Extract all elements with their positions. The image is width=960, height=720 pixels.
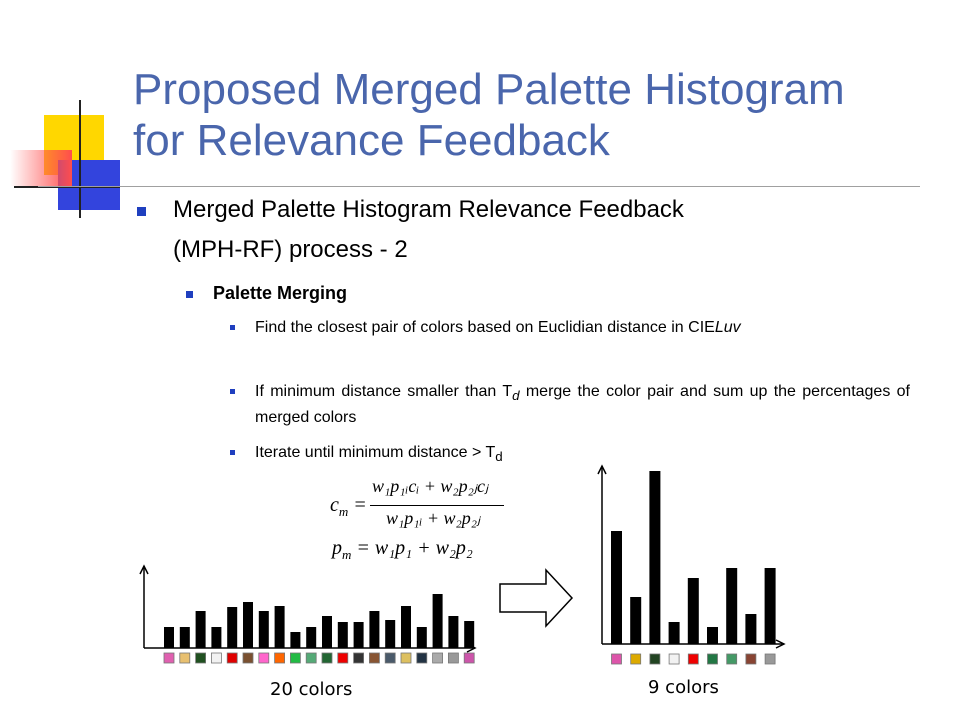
color-swatch xyxy=(242,652,254,664)
bullet-square-icon xyxy=(230,450,235,455)
histogram-bar xyxy=(649,471,661,644)
color-swatch xyxy=(258,652,270,664)
color-swatch xyxy=(305,652,317,664)
histogram-bar xyxy=(164,627,174,648)
histogram-bar xyxy=(764,568,776,644)
color-swatch xyxy=(179,652,191,664)
formula-cm-fraction-bar xyxy=(370,505,504,506)
color-swatch xyxy=(400,652,412,664)
formula-cm: cm = w₁p₁ᵢcᵢ + w₂p₂ⱼcⱼ w₁p₁ᵢ + w₂p₂ⱼ xyxy=(330,476,510,536)
histogram-bar xyxy=(306,627,317,648)
histogram-bar xyxy=(211,627,222,648)
histogram-bar xyxy=(243,602,253,648)
histogram-bar xyxy=(707,627,718,644)
bullet-l2-palette-merging: Palette Merging xyxy=(213,283,348,303)
bullet-square-icon xyxy=(230,325,235,330)
color-swatch xyxy=(289,652,301,664)
color-swatch xyxy=(195,652,206,664)
histogram-bar xyxy=(745,614,757,644)
color-swatch xyxy=(321,652,333,664)
formula-cm-numerator: w₁p₁ᵢcᵢ + w₂p₂ⱼcⱼ xyxy=(372,476,489,496)
color-swatch xyxy=(611,653,622,665)
title-line-1: Proposed Merged Palette Histogram xyxy=(133,65,845,114)
histogram-bar xyxy=(401,606,411,648)
histogram-bar xyxy=(290,632,301,648)
bullet-l3-iterate: Iterate until minimum distance > Td xyxy=(255,444,503,465)
histogram-bar xyxy=(258,611,269,648)
histogram-bar xyxy=(353,622,364,648)
histogram-9-colors xyxy=(597,464,786,665)
histogram-bar xyxy=(369,611,380,648)
histogram-bar xyxy=(726,568,738,644)
color-swatch xyxy=(226,652,238,664)
histogram-bar xyxy=(464,621,475,648)
histogram-bar xyxy=(432,594,443,648)
y-axis-arrow xyxy=(597,464,607,475)
histogram-bar xyxy=(611,531,622,644)
histogram-bar xyxy=(448,616,459,648)
histogram-bar xyxy=(227,607,238,648)
bullet-l1-line-2: (MPH-RF) process - 2 xyxy=(173,236,408,263)
bullet-square-icon xyxy=(186,291,193,298)
caption-9-colors: 9 colors xyxy=(648,677,719,698)
histogram-bar xyxy=(274,606,285,648)
histogram-bar xyxy=(630,597,642,644)
bullet-l1-line-1: Merged Palette Histogram Relevance Feedb… xyxy=(173,196,684,223)
color-swatch xyxy=(416,652,428,664)
bullet-l3-closest-pair: Find the closest pair of colors based on… xyxy=(255,319,741,336)
color-swatch xyxy=(384,652,396,664)
color-swatch xyxy=(447,652,459,664)
histogram-bar xyxy=(668,622,680,644)
color-swatch xyxy=(726,653,738,665)
caption-20-colors: 20 colors xyxy=(270,679,353,700)
histogram-bar xyxy=(195,611,206,648)
color-swatch xyxy=(687,653,699,665)
histogram-bar xyxy=(179,627,190,648)
histogram-bar xyxy=(385,620,396,648)
color-swatch xyxy=(745,653,757,665)
color-swatch xyxy=(630,653,642,665)
histogram-bar xyxy=(337,622,348,648)
formula-pm: pm = w₁p₁ + w₂p₂ xyxy=(332,537,473,562)
color-swatch xyxy=(163,652,175,664)
color-swatch xyxy=(368,652,380,664)
deco-red-bar xyxy=(10,150,72,186)
slide-title: Proposed Merged Palette Histogram for Re… xyxy=(133,64,933,166)
color-swatch xyxy=(649,653,661,665)
color-swatch xyxy=(274,652,286,664)
bullet-square-icon xyxy=(230,389,235,394)
right-arrow-icon xyxy=(499,568,574,628)
histogram-20-colors xyxy=(139,564,477,664)
color-swatch xyxy=(668,653,680,665)
histogram-bar xyxy=(687,578,699,644)
color-swatch xyxy=(707,653,718,665)
histogram-bar xyxy=(322,616,332,648)
title-divider xyxy=(38,186,920,187)
color-swatch xyxy=(463,652,475,664)
color-swatch xyxy=(353,652,365,664)
formula-cm-denominator: w₁p₁ᵢ + w₂p₂ⱼ xyxy=(386,508,481,528)
color-swatch xyxy=(764,653,776,665)
color-swatch xyxy=(211,652,222,664)
color-swatch xyxy=(432,652,444,664)
formula-cm-lhs: cm = xyxy=(330,494,367,519)
corner-decoration xyxy=(10,100,120,218)
x-axis-arrow xyxy=(775,639,786,649)
title-line-2: for Relevance Feedback xyxy=(133,116,610,165)
bullet-square-icon xyxy=(137,207,146,216)
y-axis-arrow xyxy=(139,564,149,575)
color-swatch xyxy=(337,652,349,664)
bullet-l3-min-distance: If minimum distance smaller than Td merg… xyxy=(255,383,910,427)
histogram-bar xyxy=(416,627,427,648)
